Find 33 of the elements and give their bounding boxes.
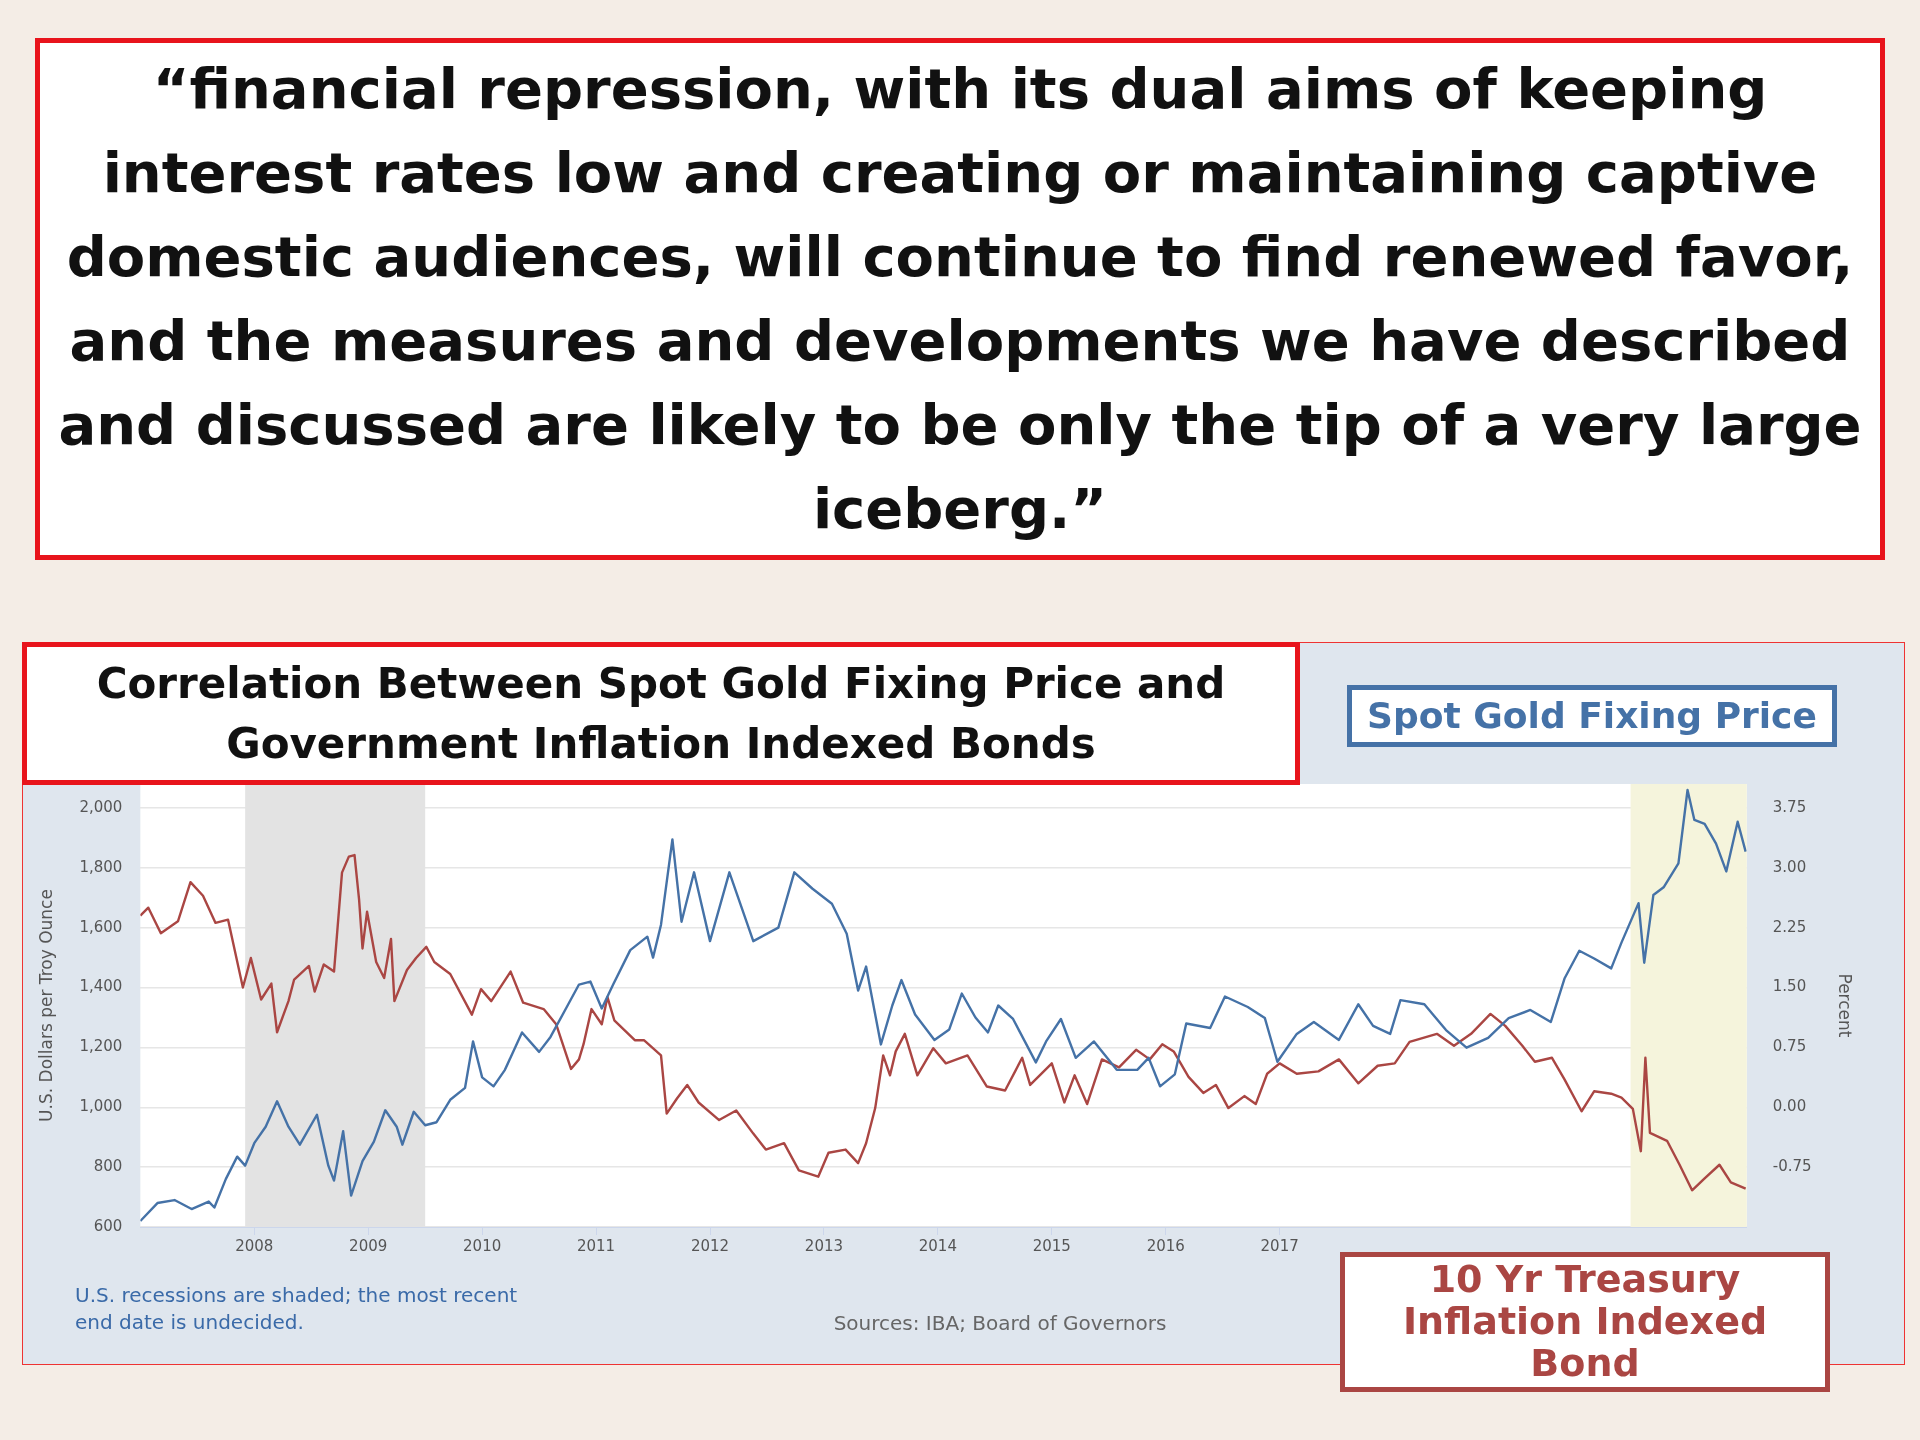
y2-tick-label: 1.50 bbox=[1772, 977, 1807, 996]
y-tick-label: 1,400 bbox=[79, 977, 123, 996]
text: U.S. recessions are shaded; the most recent end date is undecided. bbox=[75, 1282, 519, 1336]
x-tick-label: 2013 bbox=[804, 1236, 844, 1255]
y2-axis-title: Percent bbox=[1835, 973, 1856, 1038]
chart-subtitle: Correlation Between Spot Gold Fixing Price and Government Inflation Indexed Bonds bbox=[22, 642, 1300, 785]
y-tick-label: 1,000 bbox=[79, 1097, 123, 1116]
y-axis-title: U.S. Dollars per Troy Ounce bbox=[35, 889, 56, 1122]
y2-tick-label: 3.75 bbox=[1772, 797, 1807, 816]
chart-title: “financial repression, with its dual aims of keeping interest rates low and creating or maintaining captive domestic audiences, will continue to find renewed favor, and the measures and developments we have described and discussed are likely to be only the tip of a very large iceberg.” bbox=[35, 38, 1885, 560]
x-tick-label: 2012 bbox=[690, 1236, 730, 1255]
x-tick-label: 2010 bbox=[463, 1236, 502, 1255]
y2-tick-label: 2.25 bbox=[1772, 917, 1807, 936]
y-tick-label: 2,000 bbox=[79, 797, 123, 816]
y2-tick-label: -0.75 bbox=[1772, 1157, 1812, 1176]
y2-tick-label: 0.75 bbox=[1772, 1037, 1807, 1056]
text: Spot Gold Fixing Price bbox=[1347, 685, 1837, 747]
y-tick-label: 1,800 bbox=[79, 857, 123, 876]
x-tick-label: 2016 bbox=[1146, 1236, 1185, 1255]
y2-tick-label: 3.00 bbox=[1772, 857, 1807, 876]
y-tick-label: 600 bbox=[93, 1216, 123, 1235]
x-tick-label: 2011 bbox=[576, 1236, 616, 1255]
y-tick-label: 800 bbox=[93, 1157, 123, 1176]
x-tick-label: 2014 bbox=[918, 1236, 957, 1255]
y-tick-label: 1,600 bbox=[79, 917, 123, 936]
x-tick-label: 2008 bbox=[235, 1236, 274, 1255]
y2-tick-label: 0.00 bbox=[1772, 1097, 1807, 1116]
x-tick-label: 2009 bbox=[349, 1236, 388, 1255]
y-tick-label: 1,200 bbox=[79, 1037, 123, 1056]
x-tick-label: 2015 bbox=[1032, 1236, 1071, 1255]
series-label: 10 Yr Treasury Inflation Indexed Bond bbox=[1340, 1252, 1830, 1392]
source-note: Sources: IBA; Board of Governors bbox=[832, 1310, 1168, 1337]
x-tick-label: 2017 bbox=[1260, 1236, 1299, 1255]
